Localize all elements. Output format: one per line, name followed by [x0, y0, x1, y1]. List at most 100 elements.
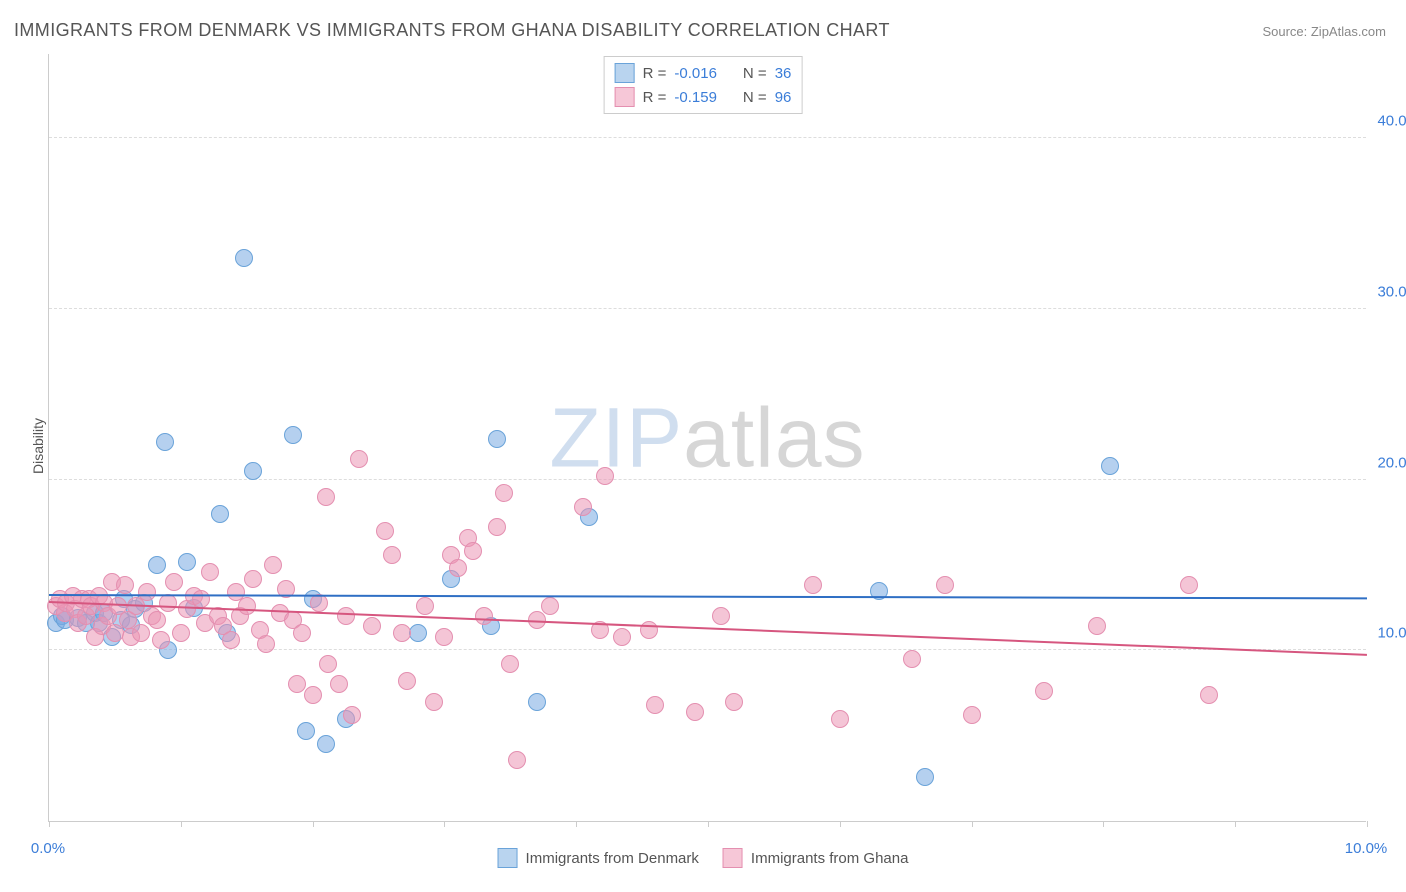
scatter-point — [172, 624, 190, 642]
scatter-point — [640, 621, 658, 639]
scatter-point — [409, 624, 427, 642]
x-tick — [576, 821, 577, 827]
y-tick-label: 30.0% — [1377, 284, 1406, 301]
scatter-point — [148, 611, 166, 629]
source-name: ZipAtlas.com — [1311, 24, 1386, 39]
scatter-point — [831, 710, 849, 728]
x-tick — [708, 821, 709, 827]
legend-swatch — [615, 63, 635, 83]
y-tick-label: 10.0% — [1377, 625, 1406, 642]
scatter-point — [343, 706, 361, 724]
x-tick — [181, 821, 182, 827]
scatter-point — [284, 426, 302, 444]
gridline — [49, 649, 1366, 650]
x-tick — [313, 821, 314, 827]
scatter-point — [574, 498, 592, 516]
watermark-part1: ZIP — [549, 390, 683, 484]
scatter-point — [393, 624, 411, 642]
scatter-point — [425, 693, 443, 711]
scatter-point — [416, 597, 434, 615]
scatter-point — [383, 546, 401, 564]
scatter-point — [304, 686, 322, 704]
scatter-point — [488, 518, 506, 536]
scatter-point — [1088, 617, 1106, 635]
gridline — [49, 479, 1366, 480]
x-tick-label: 0.0% — [31, 840, 65, 857]
scatter-point — [488, 430, 506, 448]
scatter-point — [152, 631, 170, 649]
legend-n-value: 96 — [775, 89, 792, 106]
scatter-point — [211, 505, 229, 523]
scatter-point — [686, 703, 704, 721]
scatter-point — [449, 559, 467, 577]
legend-row: R =-0.159N =96 — [615, 85, 792, 109]
gridline — [49, 308, 1366, 309]
scatter-point — [804, 576, 822, 594]
scatter-point — [508, 751, 526, 769]
legend-swatch — [615, 87, 635, 107]
scatter-point — [317, 735, 335, 753]
scatter-point — [116, 576, 134, 594]
y-axis-label: Disability — [30, 418, 46, 474]
legend-swatch — [498, 848, 518, 868]
legend-item-label: Immigrants from Denmark — [526, 850, 699, 867]
scatter-point — [475, 607, 493, 625]
scatter-point — [235, 249, 253, 267]
source-prefix: Source: — [1262, 24, 1310, 39]
correlation-legend: R =-0.016N =36R =-0.159N =96 — [604, 56, 803, 114]
legend-n-label: N = — [743, 89, 767, 106]
x-tick — [840, 821, 841, 827]
scatter-point — [528, 693, 546, 711]
series-legend: Immigrants from Denmark Immigrants from G… — [490, 846, 917, 870]
x-tick — [972, 821, 973, 827]
y-tick-label: 20.0% — [1377, 454, 1406, 471]
x-tick-label: 10.0% — [1345, 840, 1388, 857]
y-tick-label: 40.0% — [1377, 113, 1406, 130]
scatter-point — [244, 570, 262, 588]
scatter-point — [297, 722, 315, 740]
x-tick — [49, 821, 50, 827]
source-attribution: Source: ZipAtlas.com — [1262, 24, 1386, 39]
legend-item-label: Immigrants from Ghana — [751, 850, 909, 867]
scatter-point — [613, 628, 631, 646]
scatter-point — [165, 573, 183, 591]
scatter-point — [903, 650, 921, 668]
scatter-point — [201, 563, 219, 581]
chart-title: IMMIGRANTS FROM DENMARK VS IMMIGRANTS FR… — [14, 20, 890, 41]
scatter-point — [244, 462, 262, 480]
scatter-point — [330, 675, 348, 693]
scatter-point — [495, 484, 513, 502]
scatter-point — [138, 583, 156, 601]
legend-r-label: R = — [643, 65, 667, 82]
scatter-point — [363, 617, 381, 635]
scatter-point — [963, 706, 981, 724]
x-tick — [1103, 821, 1104, 827]
scatter-point — [916, 768, 934, 786]
scatter-point — [350, 450, 368, 468]
scatter-point — [501, 655, 519, 673]
scatter-point — [464, 542, 482, 560]
scatter-point — [319, 655, 337, 673]
scatter-point — [264, 556, 282, 574]
scatter-point — [222, 631, 240, 649]
scatter-point — [337, 607, 355, 625]
scatter-point — [1101, 457, 1119, 475]
legend-r-value: -0.159 — [674, 89, 717, 106]
scatter-point — [596, 467, 614, 485]
scatter-point — [1200, 686, 1218, 704]
scatter-point — [238, 597, 256, 615]
scatter-point — [156, 433, 174, 451]
scatter-point — [376, 522, 394, 540]
scatter-point — [178, 553, 196, 571]
legend-n-value: 36 — [775, 65, 792, 82]
x-tick — [444, 821, 445, 827]
gridline — [49, 137, 1366, 138]
legend-r-value: -0.016 — [674, 65, 717, 82]
scatter-point — [192, 590, 210, 608]
legend-row: R =-0.016N =36 — [615, 61, 792, 85]
watermark-part2: atlas — [683, 390, 865, 484]
scatter-point — [148, 556, 166, 574]
trendline — [49, 601, 1367, 656]
legend-item: Immigrants from Denmark — [498, 848, 699, 868]
scatter-point — [288, 675, 306, 693]
